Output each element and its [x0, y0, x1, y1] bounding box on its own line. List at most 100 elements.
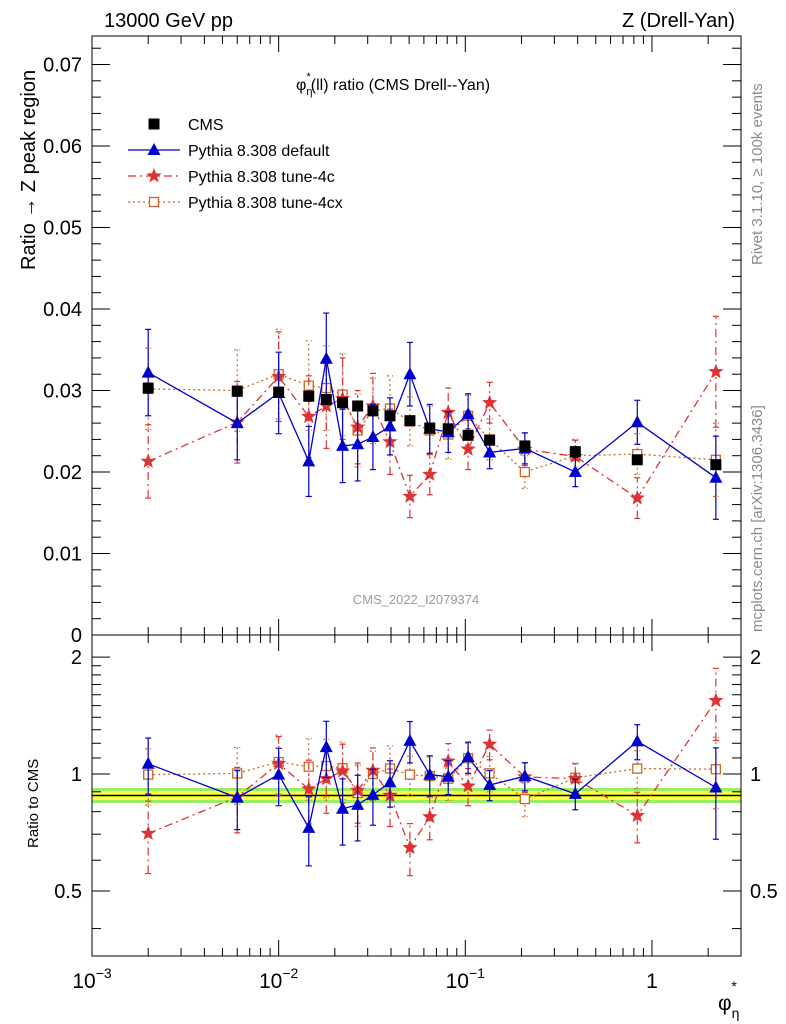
y-tick-label: 0.05 — [43, 218, 82, 240]
x-tick-label: 1 — [646, 970, 658, 993]
data-point-cms — [404, 415, 416, 427]
y-tick-label: 0.03 — [43, 381, 82, 403]
analysis-tag: CMS_2022_I2079374 — [353, 592, 480, 607]
x-axis-label-sub: η — [732, 1005, 740, 1021]
data-point-default — [302, 454, 316, 467]
data-point-default — [403, 367, 417, 380]
x-tick-label-base: 1 — [646, 970, 658, 993]
data-point-default — [366, 429, 380, 442]
data-point-cms — [631, 454, 643, 466]
y-tick-label: 0 — [71, 625, 82, 647]
data-point-cms — [367, 405, 379, 417]
ratio-point-tune4c — [708, 692, 724, 708]
ratio-point-default — [461, 750, 475, 763]
ratio-point-default — [709, 780, 723, 793]
ratio-point-default — [230, 790, 244, 803]
ratio-point-tune4cx — [519, 793, 531, 805]
rivet-label: Rivet 3.1.10, ≥ 100k events — [749, 83, 766, 265]
ratio-point-tune4c — [335, 763, 351, 778]
plot-title-sub: η — [306, 86, 312, 98]
x-axis-label: φη * — [718, 978, 739, 1021]
series-default — [141, 312, 723, 520]
ratio-panel-frame — [91, 634, 742, 957]
plot-title: φη *(ll) ratio (CMS Drell--Yan) — [296, 71, 490, 98]
x-tick-label-exp: −2 — [282, 965, 298, 981]
ratio-point-default — [366, 787, 380, 800]
x-axis-label-sup: * — [731, 978, 737, 994]
legend-label: Pythia 8.308 tune-4cx — [188, 195, 343, 212]
legend-marker-tune4c — [146, 168, 162, 183]
ratio-point-default — [403, 733, 417, 746]
data-point-cms — [320, 393, 332, 405]
ratio-point-default — [518, 769, 532, 782]
ratio-line-tune4c — [147, 700, 717, 850]
data-point-tune4cx — [519, 466, 531, 478]
legend-marker-default — [147, 143, 161, 155]
x-tick-label-exp: −1 — [469, 965, 485, 981]
ratio-point-default — [630, 734, 644, 747]
ratio-point-tune4c — [482, 736, 498, 751]
data-point-default — [461, 407, 475, 420]
data-point-cms — [384, 410, 396, 422]
plot-title-rest: (ll) ratio (CMS Drell--Yan) — [311, 77, 490, 94]
legend-item-cms: CMS — [148, 117, 224, 134]
y-axis-label: Ratio → Z peak region — [18, 70, 40, 270]
series-tune4cx — [143, 328, 722, 498]
ratio-point-default — [568, 786, 582, 799]
data-point-cms — [462, 429, 474, 441]
x-tick-label-exp: −3 — [96, 965, 112, 981]
data-point-default — [709, 470, 723, 483]
ratio-point-default — [351, 797, 365, 810]
data-point-cms — [273, 386, 285, 398]
ratio-tick-label: 0.5 — [54, 881, 82, 903]
data-point-default — [568, 465, 582, 478]
ratio-point-default — [302, 820, 316, 833]
data-point-default — [483, 445, 497, 458]
legend-label: CMS — [188, 117, 224, 134]
ratio-tick-label: 2 — [71, 647, 82, 669]
ratio-y-axis-label: Ratio to CMS — [25, 759, 42, 848]
data-point-tune4c — [708, 363, 724, 379]
ratio-point-tune4cx — [632, 763, 643, 774]
x-axis-label-phi: φ — [718, 992, 732, 1015]
y-tick-label: 0.04 — [43, 299, 82, 321]
data-point-default — [230, 416, 244, 429]
ratio-point-tune4c — [629, 807, 645, 823]
series-cms — [142, 382, 722, 471]
data-point-tune4c — [482, 394, 498, 410]
legend-item-tune4c: Pythia 8.308 tune-4c — [128, 168, 335, 186]
ratio-point-tune4c — [460, 778, 476, 793]
ratio-point-default — [383, 775, 397, 788]
ratio-point-default — [336, 801, 350, 814]
ratio-point-tune4c — [301, 781, 317, 796]
ratio-point-default — [483, 777, 497, 790]
data-point-cms — [337, 397, 349, 409]
data-point-tune4c — [140, 453, 156, 468]
y-tick-label: 0.06 — [43, 136, 82, 158]
x-tick-label-base: 10 — [72, 970, 95, 993]
y-tick-label: 0.01 — [43, 544, 82, 566]
ratio-point-tune4c — [140, 825, 156, 840]
data-point-tune4c — [629, 490, 645, 505]
data-point-cms — [303, 390, 315, 402]
data-point-default — [630, 415, 644, 428]
data-point-default — [336, 438, 350, 451]
header-left-label: 13000 GeV pp — [104, 10, 233, 32]
series-line-tune4c — [147, 371, 717, 500]
y-tick-label: 0.07 — [43, 55, 82, 77]
data-point-tune4c — [318, 398, 334, 413]
ratio-point-tune4c — [567, 770, 583, 786]
ratio-line-tune4cx — [148, 757, 716, 800]
legend-item-tune4cx: Pythia 8.308 tune-4cx — [128, 195, 343, 212]
data-point-tune4c — [460, 441, 476, 456]
ratio-line-default — [147, 739, 717, 830]
main-panel-series — [140, 312, 724, 520]
ratio-point-tune4c — [422, 808, 438, 824]
data-point-tune4c — [402, 488, 418, 503]
ratio-point-default — [141, 756, 155, 769]
data-point-cms — [442, 423, 454, 435]
series-line-default — [147, 358, 717, 479]
legend-label: Pythia 8.308 default — [188, 143, 330, 160]
data-point-cms — [424, 422, 436, 434]
